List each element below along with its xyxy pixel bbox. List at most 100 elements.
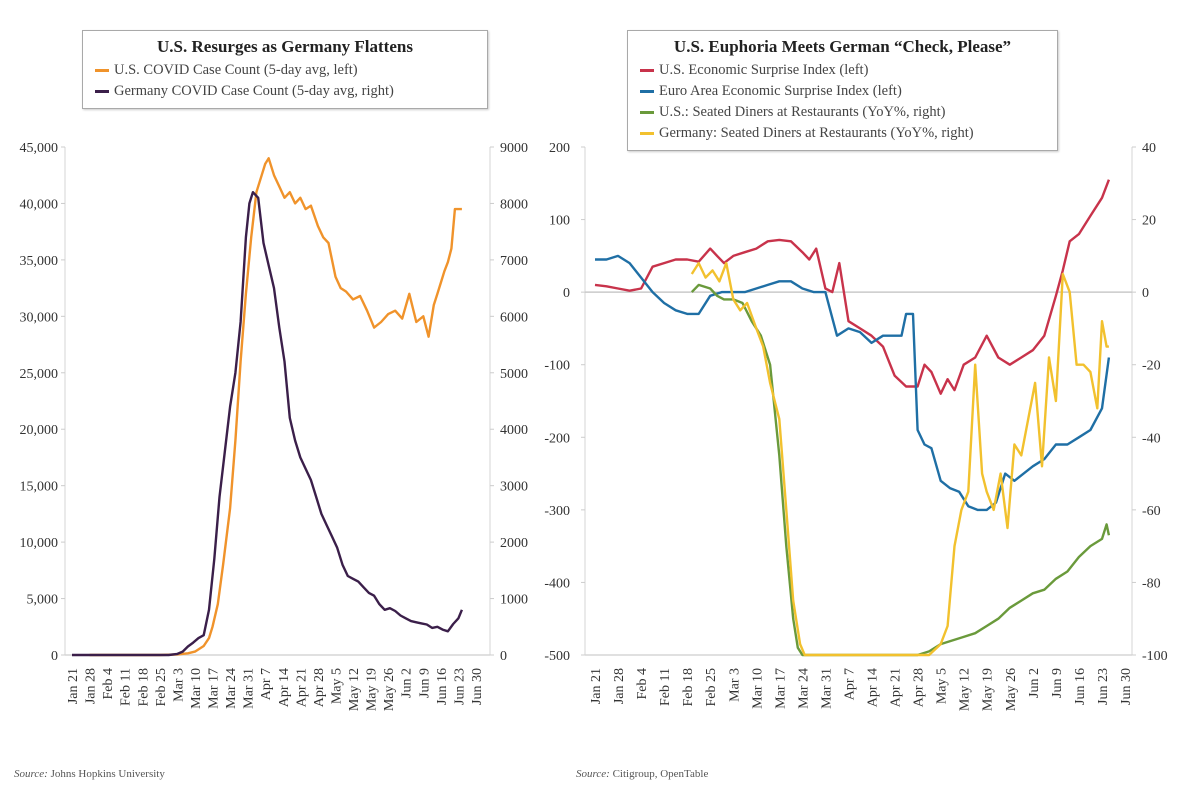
legend-item-us-diners: U.S.: Seated Diners at Restaurants (YoY%… — [640, 102, 1045, 123]
x-tick-label: Feb 25 — [154, 668, 169, 707]
left-y-tick-label: 45,000 — [20, 141, 59, 156]
right-y-tick-label: -80 — [1142, 576, 1161, 591]
x-tick-label: Jan 21 — [66, 668, 81, 704]
right-chart-title: U.S. Euphoria Meets German “Check, Pleas… — [673, 37, 1012, 56]
right-y-tick-label: -20 — [1142, 359, 1161, 374]
left-chart-title: U.S. Resurges as Germany Flattens — [157, 37, 413, 56]
right-y-tick-label: 8000 — [500, 197, 528, 212]
x-tick-label: Jun 23 — [1096, 668, 1111, 705]
left-y-tick-label: 0 — [563, 286, 570, 301]
x-tick-label: Feb 25 — [704, 668, 719, 707]
x-tick-label: Jan 21 — [589, 668, 604, 704]
right-y-tick-label: 3000 — [500, 480, 528, 495]
left-y-tick-label: 5,000 — [27, 593, 59, 608]
legend-item-us-covid: U.S. COVID Case Count (5-day avg, left) — [95, 60, 475, 81]
x-tick-label: Mar 17 — [773, 668, 788, 709]
x-tick-label: Apr 21 — [294, 668, 309, 707]
legend-swatch-purple — [95, 90, 109, 94]
x-tick-label: Feb 11 — [658, 668, 673, 706]
series-line-u-s-economic-surprise-index-left — [594, 179, 1111, 395]
right-y-tick-label: 20 — [1142, 214, 1156, 229]
x-tick-label: Mar 10 — [189, 668, 204, 709]
right-y-tick-label: 2000 — [500, 536, 528, 551]
x-tick-label: May 12 — [958, 668, 973, 711]
series-line-euro-area-economic-surprise-index-left — [595, 254, 1111, 512]
x-tick-label: Mar 24 — [796, 668, 811, 709]
legend-label: Euro Area Economic Surprise Index (left) — [659, 83, 902, 99]
x-tick-label: May 12 — [347, 668, 362, 711]
legend-label: Germany COVID Case Count (5-day avg, rig… — [114, 83, 394, 99]
x-tick-label: Apr 7 — [842, 668, 857, 700]
x-tick-label: Jun 16 — [435, 668, 450, 705]
right-y-tick-label: -40 — [1142, 431, 1161, 446]
x-tick-label: May 26 — [382, 668, 397, 711]
right-y-tick-label: 1000 — [500, 593, 528, 608]
left-y-tick-label: 200 — [549, 141, 570, 156]
x-tick-label: Feb 18 — [136, 668, 151, 707]
x-tick-label: Jun 30 — [470, 668, 485, 705]
legend-swatch-blue — [640, 90, 654, 94]
right-y-tick-label: 6000 — [500, 310, 528, 325]
right-source-note: Source: Citigroup, OpenTable — [576, 768, 708, 780]
x-tick-label: Jun 9 — [417, 668, 432, 698]
x-tick-label: Apr 28 — [912, 668, 927, 707]
left-y-tick-label: 15,000 — [20, 480, 59, 495]
legend-swatch-orange — [95, 69, 109, 73]
x-tick-label: May 5 — [329, 668, 344, 704]
source-label: Source: — [14, 768, 48, 780]
x-tick-label: Jun 2 — [400, 668, 415, 698]
legend-label: U.S. Economic Surprise Index (left) — [659, 62, 869, 78]
x-tick-label: Apr 14 — [277, 668, 292, 707]
x-tick-label: Mar 10 — [750, 668, 765, 709]
series-line-germany-covid-case-count-5-day-avg-right — [72, 190, 464, 657]
left-y-tick-label: 20,000 — [20, 423, 59, 438]
legend-item-us-surprise: U.S. Economic Surprise Index (left) — [640, 60, 1045, 81]
x-tick-label: May 19 — [365, 668, 380, 711]
x-tick-label: Jan 28 — [612, 668, 627, 704]
x-tick-label: Jun 23 — [452, 668, 467, 705]
x-tick-label: May 26 — [1004, 668, 1019, 711]
series-line-u-s-covid-case-count-5-day-avg-left — [89, 157, 462, 657]
left-chart-legend: U.S. Resurges as Germany Flattens U.S. C… — [82, 30, 488, 109]
left-source-note: Source: Johns Hopkins University — [14, 768, 165, 780]
x-tick-label: Mar 31 — [819, 668, 834, 709]
left-y-tick-label: 0 — [51, 649, 58, 664]
x-tick-label: Mar 31 — [242, 668, 257, 709]
legend-label: U.S.: Seated Diners at Restaurants (YoY%… — [659, 104, 946, 120]
source-text: Citigroup, OpenTable — [612, 768, 709, 780]
right-y-tick-label: 9000 — [500, 141, 528, 156]
x-tick-label: Jan 28 — [84, 668, 99, 704]
left-y-tick-label: 40,000 — [20, 197, 59, 212]
surprise-diners-chart: -500-400-300-200-1000100200-100-80-60-40… — [544, 141, 1167, 711]
left-y-tick-label: -100 — [544, 359, 570, 374]
x-tick-label: Feb 11 — [119, 668, 134, 706]
source-label: Source: — [576, 768, 610, 780]
series-line-u-s-seated-diners-at-restaurants-yoy-right — [690, 283, 1111, 657]
right-chart-legend: U.S. Euphoria Meets German “Check, Pleas… — [627, 30, 1058, 151]
left-y-tick-label: -500 — [544, 649, 570, 664]
left-y-tick-label: 35,000 — [20, 254, 59, 269]
x-tick-label: Jun 9 — [1050, 668, 1065, 698]
right-y-tick-label: 7000 — [500, 254, 528, 269]
x-tick-label: Apr 21 — [889, 668, 904, 707]
x-tick-label: Apr 28 — [312, 668, 327, 707]
series-line-germany-seated-diners-at-restaurants-yoy-right — [690, 261, 1109, 657]
left-y-tick-label: 100 — [549, 214, 570, 229]
x-tick-label: Jun 2 — [1027, 668, 1042, 698]
legend-item-germany-covid: Germany COVID Case Count (5-day avg, rig… — [95, 81, 475, 102]
right-y-tick-label: -60 — [1142, 504, 1161, 519]
left-y-tick-label: 25,000 — [20, 367, 59, 382]
left-y-tick-label: 30,000 — [20, 310, 59, 325]
legend-item-euro-surprise: Euro Area Economic Surprise Index (left) — [640, 81, 1045, 102]
right-y-tick-label: 0 — [1142, 286, 1149, 301]
source-text: Johns Hopkins University — [50, 768, 165, 780]
x-tick-label: Mar 24 — [224, 668, 239, 709]
right-y-tick-label: -100 — [1142, 649, 1168, 664]
x-tick-label: Mar 3 — [171, 668, 186, 702]
legend-swatch-yellow — [640, 132, 654, 136]
right-y-tick-label: 40 — [1142, 141, 1156, 156]
right-y-tick-label: 5000 — [500, 367, 528, 382]
x-tick-label: Feb 4 — [635, 668, 650, 700]
x-tick-label: Jun 16 — [1073, 668, 1088, 705]
